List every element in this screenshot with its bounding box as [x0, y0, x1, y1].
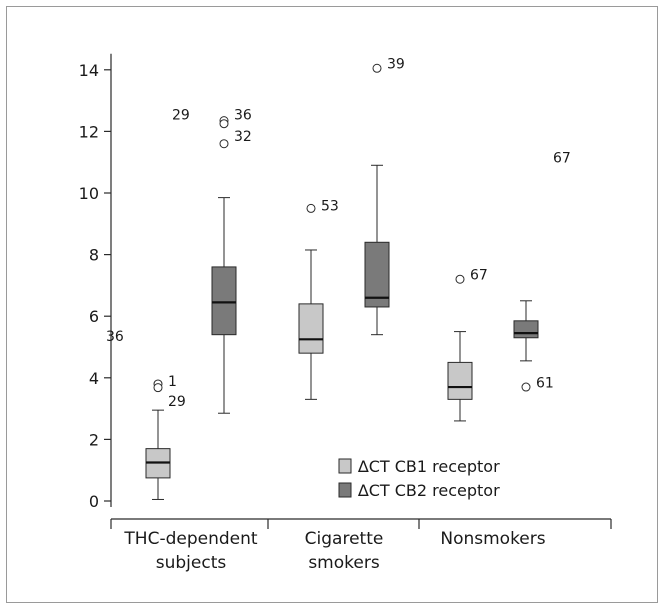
y-tick-label: 4 [89, 369, 99, 388]
outlier-annotation: 29 [168, 394, 186, 410]
y-tick-label: 6 [89, 307, 99, 326]
outlier-point [521, 382, 531, 392]
figure-frame: 0 2 4 6 8 10 12 14 THC-dependent subjects Cigarett… [6, 6, 658, 603]
outlier-point [219, 139, 229, 149]
y-tick-label: 8 [89, 246, 99, 265]
outlier-annotation: 36 [106, 329, 124, 345]
outlier-annotation: 53 [321, 198, 339, 214]
category-label: smokers [308, 553, 380, 573]
legend-label: ∆CT CB2 receptor [357, 481, 500, 500]
box-iqr [211, 266, 237, 336]
outlier-annotation: 67 [470, 268, 488, 284]
outlier-annotation: 1 [168, 374, 177, 390]
outlier-point [219, 119, 229, 129]
legend-swatch [338, 458, 352, 474]
box-iqr [513, 320, 539, 339]
y-tick-label: 10 [79, 184, 99, 203]
y-tick-label: 12 [79, 122, 99, 141]
y-tick-label: 14 [79, 61, 99, 80]
outlier-annotation: 32 [234, 129, 252, 145]
box-iqr [364, 241, 390, 308]
outlier-annotation: 36 [234, 107, 252, 123]
category-label: subjects [156, 553, 227, 573]
legend-label: ∆CT CB1 receptor [357, 457, 500, 476]
outlier-annotation: 29 [172, 107, 190, 123]
outlier-point [153, 383, 163, 393]
legend-swatch [338, 482, 352, 498]
box-iqr [447, 361, 473, 400]
outlier-point [455, 274, 465, 284]
outlier-annotation: 67 [553, 151, 571, 167]
box-iqr [298, 303, 324, 354]
y-tick-label: 2 [89, 430, 99, 449]
outlier-point [306, 203, 316, 213]
box-plot-chart: 0 2 4 6 8 10 12 14 THC-dependent subjects Cigarett… [79, 53, 612, 573]
category-label: Cigarette [305, 529, 384, 549]
outlier-annotation: 39 [387, 57, 405, 73]
category-label: THC-dependent [123, 529, 257, 549]
y-tick-label: 0 [89, 492, 99, 511]
legend: ∆CT CB1 receptor ∆CT CB2 receptor [338, 457, 500, 500]
outlier-point [372, 63, 382, 73]
category-label: Nonsmokers [440, 529, 545, 549]
outlier-annotation: 61 [536, 375, 554, 391]
